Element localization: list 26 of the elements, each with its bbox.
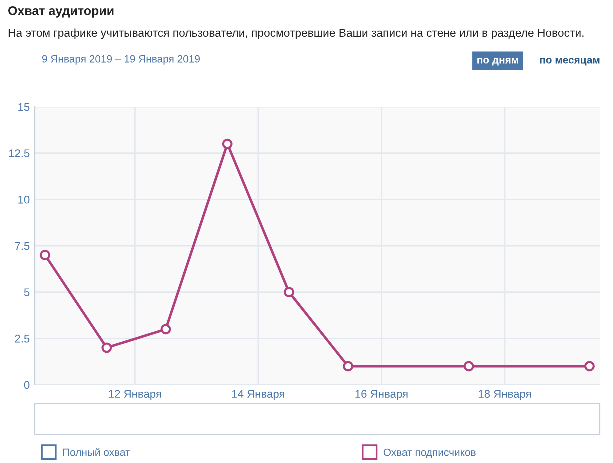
point (160, 324, 172, 335)
point (343, 361, 354, 372)
text: по дням (478, 58, 518, 66)
chart-subtitle: На этом графике учитываются пользователи, просмотревшие Ваши записи на стене или в разделе Новости. (8, 28, 584, 40)
point (40, 250, 50, 260)
point (284, 287, 294, 298)
text: 9 Января 2019 – 19 Января 2019 (42, 55, 200, 65)
point (222, 138, 233, 150)
x-tick-label: 14 Января (232, 390, 284, 400)
point (584, 361, 595, 372)
legend-label: Полный охват (63, 448, 130, 456)
chart-title: Охват аудитории (8, 6, 114, 18)
x-tick-label: 12 Января (109, 390, 162, 400)
point (102, 342, 112, 354)
text: по месяцам (540, 58, 600, 66)
y-tick-label: 2.5 (15, 334, 30, 343)
x-tick-label: 18 Января (479, 390, 532, 400)
y-tick-label: 15 (18, 103, 30, 112)
legend-label: Охват подписчиков (384, 448, 476, 458)
point (464, 361, 474, 372)
y-tick-label: 10 (18, 196, 30, 204)
y-tick-label: 5 (24, 288, 30, 296)
y-tick-label: 7.5 (15, 242, 30, 250)
y-tick-label: 12.5 (9, 150, 30, 158)
x-tick-label: 16 Января (356, 390, 408, 400)
y-tick-label: 0 (24, 381, 30, 390)
